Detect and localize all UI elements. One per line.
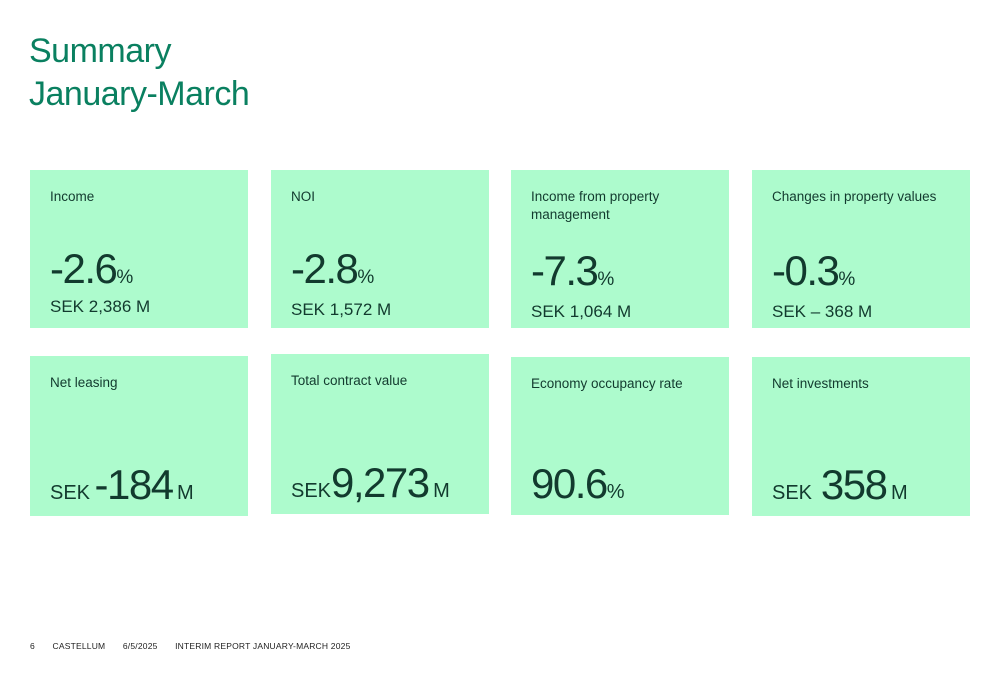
card-percent-value: -2.6%	[50, 248, 133, 290]
card-economy-occupancy-rate: Economy occupancy rate 90.6%	[511, 357, 729, 515]
card-percent-value: -0.3%	[772, 250, 855, 292]
title-line-1: Summary	[29, 32, 171, 70]
card-label: Economy occupancy rate	[531, 376, 683, 391]
card-label: Changes in property values	[772, 189, 937, 204]
percent-unit: %	[597, 269, 615, 290]
card-amount: SEK -184 M	[50, 464, 194, 506]
card-label: Income	[50, 189, 95, 204]
percent-unit: %	[838, 269, 856, 290]
amount-unit: M	[890, 482, 908, 504]
card-sek-amount: SEK – 368 M	[772, 302, 873, 321]
amount-value: 358	[820, 461, 888, 508]
card-amount: 90.6%	[531, 463, 625, 505]
amount-unit: M	[177, 482, 194, 504]
percent-number: -2.8	[291, 245, 359, 292]
currency-label: SEK	[50, 482, 91, 504]
title-line-2: January-March	[29, 75, 250, 113]
page-title: Summary January-March	[29, 30, 250, 116]
card-sek-amount: SEK 1,064 M	[531, 302, 632, 321]
percent-number: -2.6	[50, 245, 118, 292]
footer-date: 6/5/2025	[122, 641, 158, 651]
card-amount: SEK 358 M	[772, 464, 908, 506]
card-label: NOI	[291, 189, 316, 204]
card-income-property-management: Income from property management -7.3% SE…	[511, 170, 729, 328]
card-percent-value: -2.8%	[291, 248, 374, 290]
percent-number: -0.3	[772, 247, 840, 294]
amount-value: 90.6	[531, 460, 608, 507]
page-number: 6	[30, 641, 35, 651]
percent-unit: %	[357, 267, 375, 288]
amount-value: 9,273	[331, 459, 430, 506]
footer-report-title: INTERIM REPORT JANUARY-MARCH 2025	[175, 641, 351, 651]
amount-value: -184	[94, 461, 174, 508]
card-label: Net leasing	[50, 375, 118, 390]
currency-label: SEK	[291, 480, 332, 502]
card-percent-value: -7.3%	[531, 250, 614, 292]
card-amount: SEK9,273 M	[291, 462, 450, 504]
footer-company: CASTELLUM	[52, 641, 106, 651]
card-label: Net investments	[772, 376, 869, 391]
card-noi: NOI -2.8% SEK 1,572 M	[271, 170, 489, 328]
card-sek-amount: SEK 2,386 M	[50, 297, 151, 316]
card-label: Total contract value	[291, 373, 408, 388]
card-net-investments: Net investments SEK 358 M	[752, 357, 970, 516]
card-sek-amount: SEK 1,572 M	[291, 300, 392, 319]
amount-unit: %	[606, 481, 625, 503]
card-income: Income -2.6% SEK 2,386 M	[30, 170, 248, 328]
page-footer: 6 CASTELLUM 6/5/2025 INTERIM REPORT JANU…	[30, 641, 366, 651]
currency-label: SEK	[772, 482, 813, 504]
card-total-contract-value: Total contract value SEK9,273 M	[271, 354, 489, 514]
percent-unit: %	[116, 267, 134, 288]
card-label: Income from property management	[531, 189, 660, 222]
card-changes-property-values: Changes in property values -0.3% SEK – 3…	[752, 170, 970, 328]
card-net-leasing: Net leasing SEK -184 M	[30, 356, 248, 516]
amount-unit: M	[433, 480, 450, 502]
percent-number: -7.3	[531, 247, 599, 294]
